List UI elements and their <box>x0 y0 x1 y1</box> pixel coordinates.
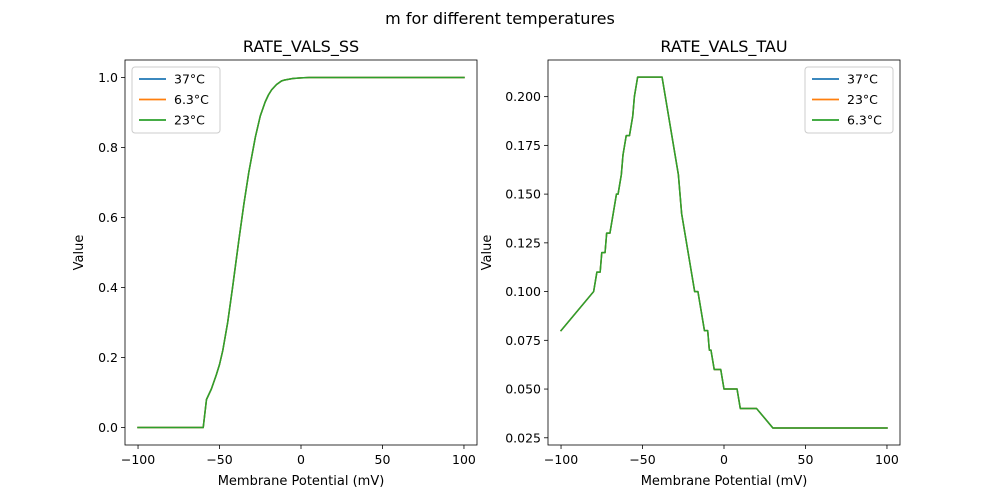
legend-label: 23°C <box>174 113 205 128</box>
y-tick-label: 0.0 <box>98 420 118 435</box>
legend-label: 23°C <box>847 92 878 107</box>
legend-label: 37°C <box>174 72 205 87</box>
legend-label: 6.3°C <box>847 113 882 128</box>
y-tick-label: 0.075 <box>505 333 541 348</box>
y-tick-label: 0.6 <box>98 210 118 225</box>
subplot-1: RATE_VALS_SS −100 −50 0 50 100 0.0 0.2 0.4 0.6 0.8… <box>72 37 478 489</box>
x-tick-label: 100 <box>452 452 476 467</box>
y-tick-label: 1.0 <box>98 70 118 85</box>
legend-label: 37°C <box>847 72 878 87</box>
legend: 37°C 6.3°C 23°C <box>131 66 221 134</box>
subplot-2: RATE_VALS_TAU −100 −50 0 50 100 0.025 0.050 0.07… <box>480 37 901 489</box>
y-axis-label: Value <box>72 235 87 271</box>
x-tick-label: −50 <box>206 452 232 467</box>
y-tick-label: 0.175 <box>505 138 541 153</box>
y-tick-label: 0.2 <box>98 350 118 365</box>
x-tick-label: −50 <box>629 452 655 467</box>
figure-suptitle: m for different temperatures <box>385 9 615 28</box>
subplots: RATE_VALS_SS −100 −50 0 50 100 0.0 0.2 0.4 0.6 0.8… <box>72 37 901 489</box>
y-tick-label: 0.050 <box>505 382 541 397</box>
y-tick-label: 0.200 <box>505 89 541 104</box>
x-tick-label: 0 <box>720 452 728 467</box>
x-axis-label: Membrane Potential (mV) <box>218 474 385 489</box>
series-line-6-3C-c <box>559 76 888 429</box>
y-tick-label: 0.150 <box>505 187 541 202</box>
x-tick-label: −100 <box>544 452 578 467</box>
y-tick-label: 0.100 <box>505 284 541 299</box>
legend-label: 6.3°C <box>174 92 209 107</box>
x-tick-label: 0 <box>297 452 305 467</box>
series-line-23C-c <box>137 76 465 429</box>
x-axis-label: Membrane Potential (mV) <box>641 474 808 489</box>
subplot-title: RATE_VALS_SS <box>243 37 359 57</box>
y-axis-label: Value <box>480 235 495 271</box>
y-tick-label: 0.8 <box>98 140 118 155</box>
x-tick-label: 100 <box>875 452 899 467</box>
y-tick-label: 0.4 <box>98 280 118 295</box>
x-tick-label: 50 <box>375 452 391 467</box>
x-tick-label: −100 <box>121 452 155 467</box>
legend-box <box>131 66 221 134</box>
x-tick-label: 50 <box>798 452 814 467</box>
legend: 37°C 23°C 6.3°C <box>804 66 894 134</box>
y-tick-label: 0.125 <box>505 235 541 250</box>
y-tick-label: 0.025 <box>505 430 541 445</box>
legend-box <box>804 66 894 134</box>
subplot-title: RATE_VALS_TAU <box>660 37 787 57</box>
